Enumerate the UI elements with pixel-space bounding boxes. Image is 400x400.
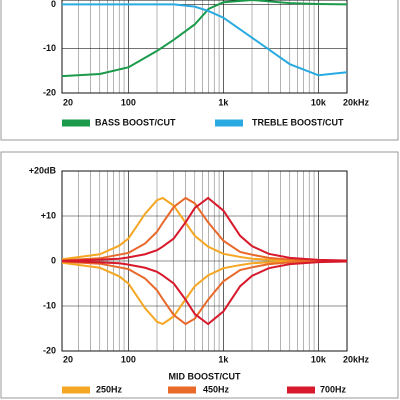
y-tick-label: +20dB [29,165,57,175]
line-series [62,196,347,262]
x-tick-label: 20kHz [343,97,370,107]
legend-swatch [287,386,315,394]
legend-label: 250Hz [96,384,123,394]
x-tick-label: 100 [121,97,136,107]
y-tick-label: -10 [43,300,56,310]
x-axis-label: MID BOOST/CUT [169,371,241,381]
legend-swatch [215,119,243,127]
x-tick-label: 20 [63,354,73,364]
y-tick-label: 0 [51,255,56,265]
line-series [62,260,347,326]
y-tick-label: -20 [43,87,56,97]
x-tick-label: 100 [121,354,136,364]
line-series [62,196,347,262]
x-tick-label: 20kHz [343,354,370,364]
x-tick-label: 20 [63,97,73,107]
bottom-panel-frame [0,151,399,399]
plot-border [61,0,348,94]
line-series [62,260,347,326]
legend-label: BASS BOOST/CUT [95,117,176,127]
x-tick-label: 10k [311,97,327,107]
x-tick-label: 1k [218,354,229,364]
y-tick-label: -10 [43,43,56,53]
y-tick-label: 0 [51,0,56,9]
y-tick-label: -20 [43,345,56,355]
x-tick-label: 1k [218,97,229,107]
legend-label: 450Hz [203,384,230,394]
legend-label: 700Hz [320,384,347,394]
y-tick-label: +10 [41,210,56,220]
legend-swatch [62,119,90,127]
legend-label: TREBLE BOOST/CUT [252,117,344,127]
line-series [62,3,347,77]
line-series [62,260,347,326]
legend-swatch [168,386,196,394]
top-panel-frame [0,0,399,141]
line-series [62,0,347,78]
legend-swatch [62,386,90,394]
line-series [62,196,347,262]
x-tick-label: 10k [311,354,327,364]
